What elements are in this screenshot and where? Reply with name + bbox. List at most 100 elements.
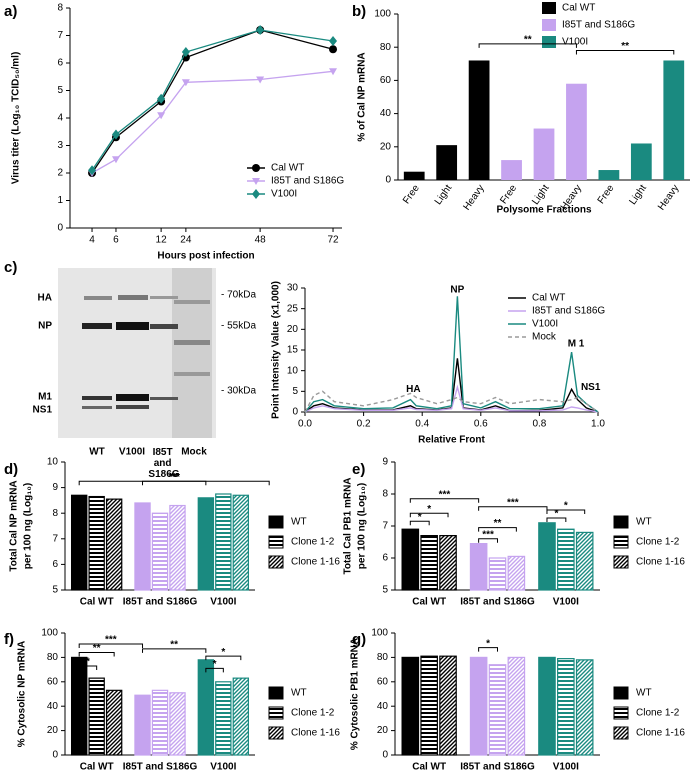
legend-swatch <box>613 515 629 529</box>
legend-label: Clone 1-16 <box>291 557 340 568</box>
bar <box>488 664 507 756</box>
y-axis-label: per 100 ng (Log₁₀) <box>357 483 368 569</box>
bar <box>507 555 526 591</box>
significance-label: * <box>427 504 431 515</box>
point <box>111 129 120 140</box>
significance-bracket <box>478 527 517 532</box>
point <box>181 79 190 87</box>
y-tick-label: 5 <box>382 585 388 596</box>
x-tick-label: Cal WT <box>412 597 446 608</box>
significance-label: * <box>564 501 568 512</box>
legend-label: WT <box>291 688 307 699</box>
series-line <box>91 29 334 171</box>
point <box>256 76 265 84</box>
y-axis-label: % Cytosolic PB1 mRNA <box>350 638 361 750</box>
y-tick-label: 100 <box>371 628 388 639</box>
point <box>88 165 97 176</box>
legend-swatch <box>613 555 629 569</box>
y-tick-label: 15 <box>287 345 299 356</box>
legend-label: Clone 1-2 <box>291 708 335 719</box>
point <box>329 45 338 54</box>
legend-swatch <box>542 36 556 48</box>
y-tick-label: 9 <box>52 482 58 493</box>
y-tick-label: 20 <box>287 324 299 335</box>
significance-bracket <box>409 498 480 503</box>
significance-bracket <box>205 655 242 661</box>
x-tick-label: 0.0 <box>298 419 312 430</box>
y-tick-label: 20 <box>377 725 389 736</box>
lane-label: Mock <box>181 447 207 458</box>
bar <box>557 528 575 591</box>
peak-label: NS1 <box>581 382 601 393</box>
bar <box>134 502 151 591</box>
bar <box>401 656 420 756</box>
y-tick-label: 8 <box>57 3 63 14</box>
y-tick-label: 2 <box>57 168 63 179</box>
series-line <box>304 390 599 413</box>
x-axis-label: Hours post infection <box>157 251 254 262</box>
significance-label: ** <box>170 640 178 651</box>
gel-band <box>116 394 149 401</box>
legend-label: Mock <box>532 332 557 343</box>
legend-swatch <box>542 19 556 31</box>
legend-label: Clone 1-16 <box>291 728 340 739</box>
bar <box>401 528 420 591</box>
y-tick-label: 5 <box>52 585 58 596</box>
significance-label: ** <box>170 472 178 483</box>
legend-label: V100I <box>271 189 297 200</box>
significance-bracket <box>478 647 498 652</box>
legend-label: Clone 1-2 <box>636 537 680 548</box>
y-axis-label: Virus titer (Log₁₀ TCID₅₀/ml) <box>11 52 22 185</box>
bar <box>105 689 123 756</box>
bar <box>88 495 105 591</box>
bar <box>439 534 457 591</box>
bar <box>151 512 169 591</box>
bar <box>151 689 169 756</box>
bar <box>501 160 522 180</box>
legend-label: V100I <box>532 319 558 330</box>
point <box>329 68 338 76</box>
panel-label: b) <box>352 3 366 20</box>
y-tick-label: 9 <box>382 457 388 468</box>
lane-label: V100I <box>119 447 145 458</box>
x-tick-label: Free <box>596 183 617 207</box>
significance-label: *** <box>439 489 451 500</box>
legend-label: I85T and S186G <box>271 176 344 187</box>
y-tick-label: 8 <box>382 489 388 500</box>
y-tick-label: 10 <box>287 365 299 376</box>
point <box>252 164 260 172</box>
panel-label: d) <box>4 461 18 478</box>
legend-label: Cal WT <box>271 163 304 174</box>
legend-swatch <box>268 555 284 569</box>
significance-label: ** <box>524 35 532 46</box>
band-label: NP <box>38 321 52 332</box>
significance-bracket <box>78 665 98 670</box>
y-tick-label: 7 <box>52 533 58 544</box>
y-tick-label: 8 <box>52 508 58 519</box>
bar <box>469 656 488 756</box>
x-tick-label: V100I <box>553 762 579 773</box>
significance-bracket <box>205 667 224 673</box>
legend-label: Clone 1-2 <box>636 708 680 719</box>
significance-label: * <box>221 647 225 658</box>
bar <box>598 170 620 180</box>
peak-label: M 1 <box>568 338 585 349</box>
panel-label: e) <box>352 461 365 478</box>
bar <box>538 522 556 591</box>
x-tick-label: 72 <box>327 235 339 246</box>
bar <box>663 60 685 181</box>
significance-label: *** <box>482 529 494 540</box>
y-tick-label: 7 <box>57 30 63 41</box>
x-axis-label: Polysome Fractions <box>496 205 591 216</box>
gel-image <box>58 268 216 438</box>
y-tick-label: 5 <box>292 386 298 397</box>
legend-swatch <box>268 726 284 740</box>
y-tick-label: 60 <box>377 676 389 687</box>
significance-label: * <box>554 509 558 520</box>
series-line <box>304 384 599 413</box>
significance-bracket <box>142 480 207 486</box>
x-tick-label: V100I <box>210 762 236 773</box>
y-tick-label: 6 <box>57 58 63 69</box>
y-axis-label: Total Cal PB1 mRNA <box>343 477 354 574</box>
bar <box>469 542 488 591</box>
